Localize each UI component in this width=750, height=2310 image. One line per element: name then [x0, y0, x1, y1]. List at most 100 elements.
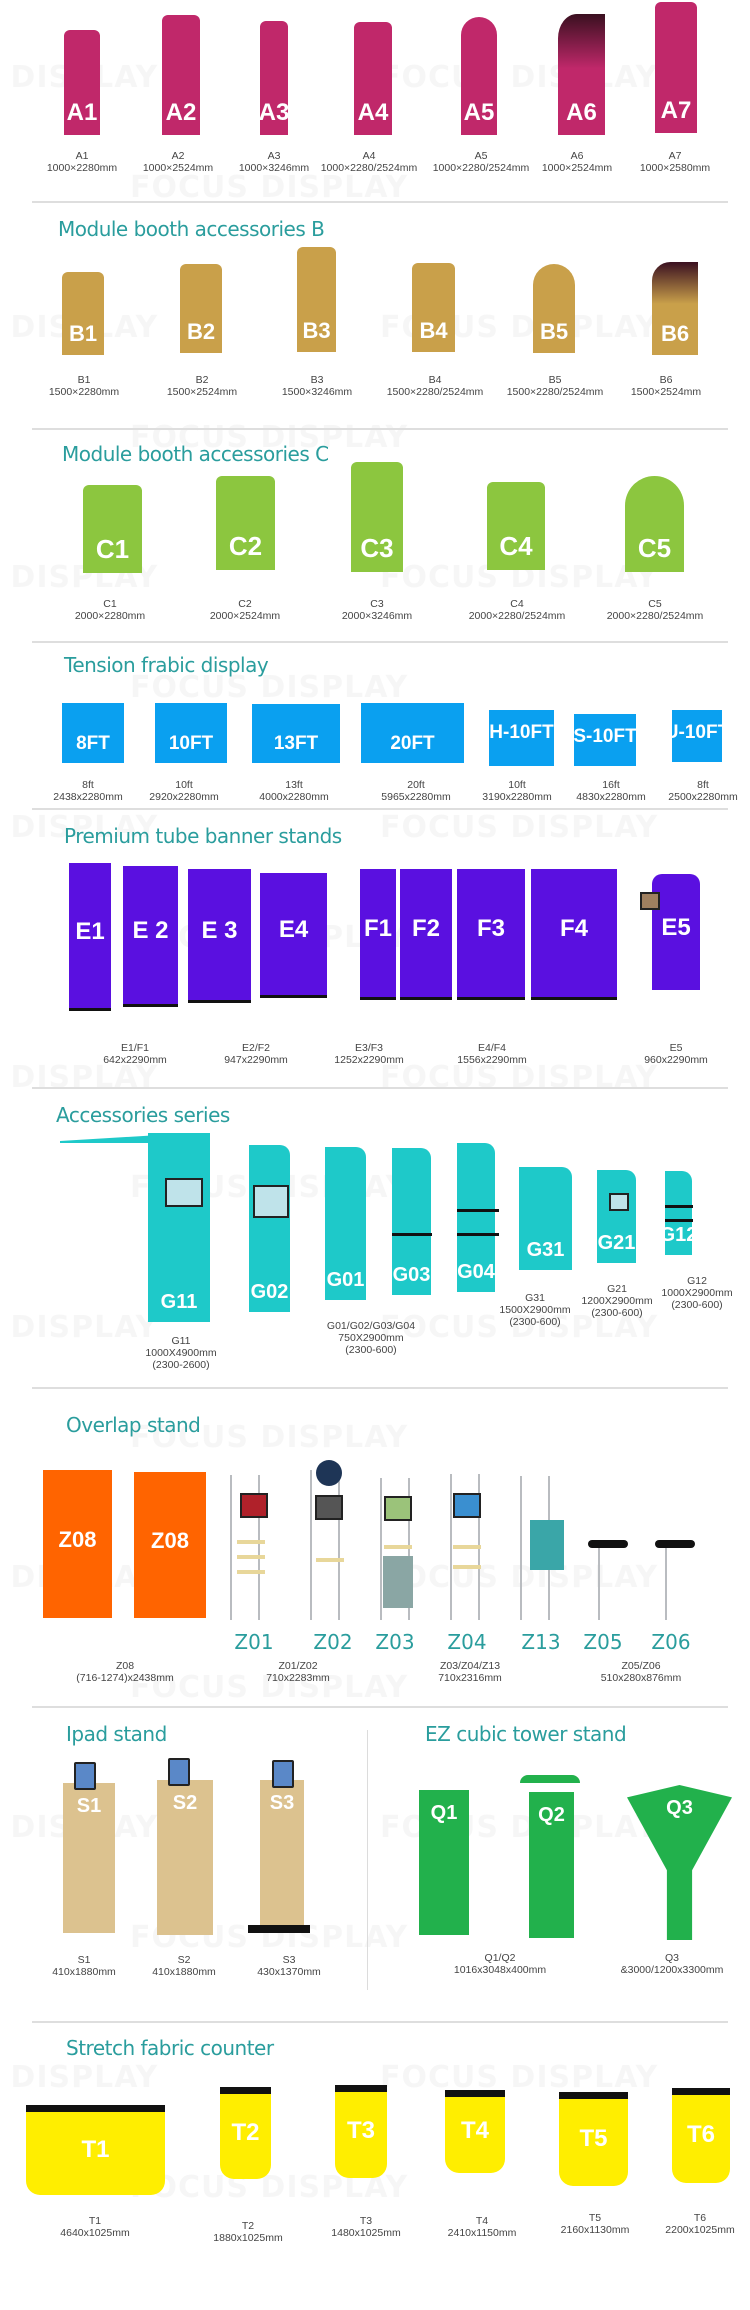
label-size: 1500×2280/2524mm: [386, 386, 484, 398]
label-name: E1/F1: [120, 1042, 149, 1054]
label-name: T1: [88, 2215, 102, 2227]
label-name: Z01/Z02: [278, 1660, 318, 1672]
product-label: B4 1500×2280/2524mm: [387, 374, 484, 398]
product-panel-g21: G21: [597, 1170, 636, 1263]
product-label: A5 1000×2280/2524mm: [433, 150, 530, 174]
panel-base: [188, 1000, 251, 1003]
label-name: E5: [669, 1042, 683, 1054]
stand-pole: [665, 1540, 667, 1620]
product-panel-t5: T5: [559, 2092, 628, 2186]
product-panel-g03: G03: [392, 1148, 431, 1295]
product-label: T2 1880x1025mm: [213, 2220, 282, 2244]
panel-base: [457, 997, 525, 1000]
product-panel-10ft: 10FT: [155, 703, 227, 763]
product-label: B6 1500×2524mm: [631, 374, 701, 398]
product-panel-c1: C1: [83, 485, 142, 573]
product-panel-t1: T1: [26, 2105, 165, 2195]
label-name: A6: [570, 150, 584, 162]
panel-code: S3: [269, 1792, 295, 1814]
label-size: 1480x1025mm: [331, 2227, 401, 2239]
panel-code: 13FT: [273, 733, 319, 754]
label-size: 1252x2290mm: [334, 1054, 404, 1066]
label-name: S3: [282, 1954, 296, 1966]
panel-code: S2: [172, 1792, 198, 1814]
label-name: S2: [177, 1954, 191, 1966]
product-panel-s1: S1: [63, 1783, 115, 1933]
label-name: A2: [171, 150, 185, 162]
product-code-z06: Z06: [651, 1630, 691, 1654]
product-panel-a1: A1: [64, 30, 100, 135]
product-label: E2/F2 947x2290mm: [224, 1042, 288, 1066]
label-size: 510x280x876mm: [600, 1672, 682, 1684]
panel-code: F4: [559, 915, 588, 942]
panel-code: A6: [566, 99, 597, 126]
label-size: 2500x2280mm: [668, 791, 738, 803]
label-range: (2300-600): [591, 1307, 643, 1319]
label-name: T3: [359, 2215, 373, 2227]
label-name: G01/G02/G03/G04: [326, 1320, 416, 1332]
product-panel-t2: T2: [220, 2087, 271, 2179]
label-name: E4/F4: [477, 1042, 506, 1054]
panel-code: Q1: [430, 1802, 458, 1824]
panel-code: T2: [231, 2118, 260, 2146]
panel-code: B4: [419, 318, 448, 343]
product-label: 16ft 4830x2280mm: [576, 779, 645, 803]
label-name: C1: [103, 598, 117, 610]
product-label: S3 430x1370mm: [257, 1954, 321, 1978]
label-name: A3: [267, 150, 281, 162]
ipad-tablet-icon: [74, 1762, 96, 1790]
section-heading-accessories: Accessories series: [56, 1103, 230, 1127]
section-heading-premium: Premium tube banner stands: [64, 824, 342, 848]
panel-code: B2: [186, 319, 216, 344]
label-range: (2300-600): [345, 1344, 397, 1356]
screen-icon: [253, 1185, 289, 1218]
display-screen: [453, 1493, 481, 1518]
section-divider: [32, 428, 728, 430]
product-panel-a6: A6: [558, 14, 605, 135]
product-code-z01: Z01: [234, 1630, 274, 1654]
panel-base: [260, 995, 327, 998]
label-name: C5: [648, 598, 662, 610]
shelf-bar: [392, 1233, 432, 1236]
product-panel-g11: G11: [148, 1133, 210, 1322]
display-screen: [384, 1496, 412, 1521]
label-size: 4830x2280mm: [576, 791, 646, 803]
watermark-text: FOCUS DISPLAY: [0, 1310, 158, 1345]
panel-code: S-10FT: [573, 726, 637, 747]
product-label: E3/F3 1252x2290mm: [334, 1042, 403, 1066]
product-label: B2 1500×2524mm: [167, 374, 237, 398]
watermark-text: FOCUS DISPLAY: [380, 2060, 658, 2095]
panel-code: A7: [660, 97, 692, 124]
product-panel-u-10ft: U-10FT: [665, 710, 729, 762]
product-panel-g02: G02: [249, 1145, 290, 1312]
label-name: T6: [693, 2212, 707, 2224]
label-size: 1500×2280mm: [48, 386, 120, 398]
label-size: 3190x2280mm: [482, 791, 552, 803]
label-name: 16ft: [602, 779, 620, 791]
label-name: 13ft: [285, 779, 303, 791]
product-label: A2 1000×2524mm: [143, 150, 213, 174]
label-size: 1000×2524mm: [541, 162, 613, 174]
product-panel-b4: B4: [412, 263, 455, 352]
product-panel-g31: G31: [519, 1167, 572, 1270]
product-panel-h-10ft: H-10FT: [489, 710, 554, 766]
label-size: 1000×2280/2524mm: [320, 162, 418, 174]
section-divider: [32, 641, 728, 643]
label-name: S1: [77, 1954, 91, 1966]
product-panel-z08: Z08: [134, 1472, 206, 1618]
screen-icon: [640, 892, 660, 910]
stand-pole: [258, 1475, 260, 1620]
panel-code: C1: [95, 534, 130, 564]
screen-icon: [609, 1193, 629, 1211]
panel-code: H-10FT: [489, 722, 554, 743]
product-label: A3 1000×3246mm: [239, 150, 309, 174]
panel-code: G01: [326, 1269, 365, 1291]
section-divider: [32, 1387, 728, 1389]
panel-code: Z08: [58, 1527, 97, 1552]
product-label: A6 1000×2524mm: [542, 150, 612, 174]
product-label: C3 2000×3246mm: [342, 598, 412, 622]
watermark-text: FOCUS DISPLAY: [380, 60, 658, 95]
label-size: 947x2290mm: [224, 1054, 288, 1066]
label-name: B3: [310, 374, 324, 386]
panel-code: 8FT: [76, 733, 110, 754]
